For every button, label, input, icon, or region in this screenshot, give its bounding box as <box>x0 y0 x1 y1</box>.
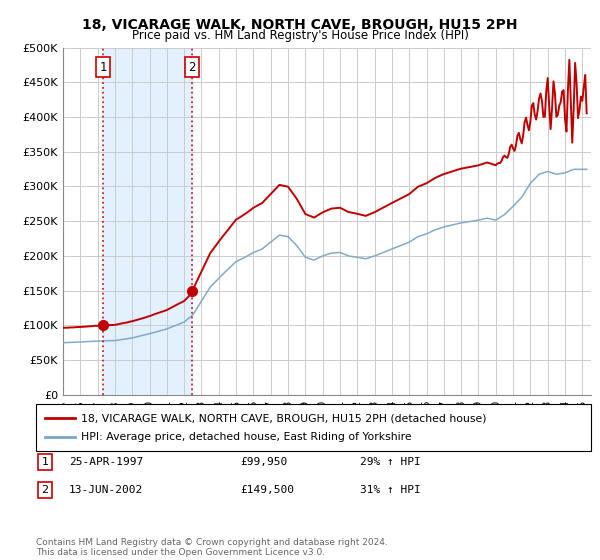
Text: 29% ↑ HPI: 29% ↑ HPI <box>360 457 421 467</box>
Text: HPI: Average price, detached house, East Riding of Yorkshire: HPI: Average price, detached house, East… <box>81 432 412 442</box>
Text: 25-APR-1997: 25-APR-1997 <box>69 457 143 467</box>
Text: 13-JUN-2002: 13-JUN-2002 <box>69 485 143 495</box>
Text: £149,500: £149,500 <box>240 485 294 495</box>
Text: £99,950: £99,950 <box>240 457 287 467</box>
Text: 2: 2 <box>41 485 49 495</box>
Text: 1: 1 <box>99 60 107 73</box>
Text: 18, VICARAGE WALK, NORTH CAVE, BROUGH, HU15 2PH (detached house): 18, VICARAGE WALK, NORTH CAVE, BROUGH, H… <box>81 413 487 423</box>
Text: 18, VICARAGE WALK, NORTH CAVE, BROUGH, HU15 2PH: 18, VICARAGE WALK, NORTH CAVE, BROUGH, H… <box>82 18 518 32</box>
Text: Price paid vs. HM Land Registry's House Price Index (HPI): Price paid vs. HM Land Registry's House … <box>131 29 469 42</box>
Bar <box>103 48 192 395</box>
Text: Contains HM Land Registry data © Crown copyright and database right 2024.
This d: Contains HM Land Registry data © Crown c… <box>36 538 388 557</box>
Text: 2: 2 <box>188 60 196 73</box>
Text: 1: 1 <box>41 457 49 467</box>
Text: 31% ↑ HPI: 31% ↑ HPI <box>360 485 421 495</box>
